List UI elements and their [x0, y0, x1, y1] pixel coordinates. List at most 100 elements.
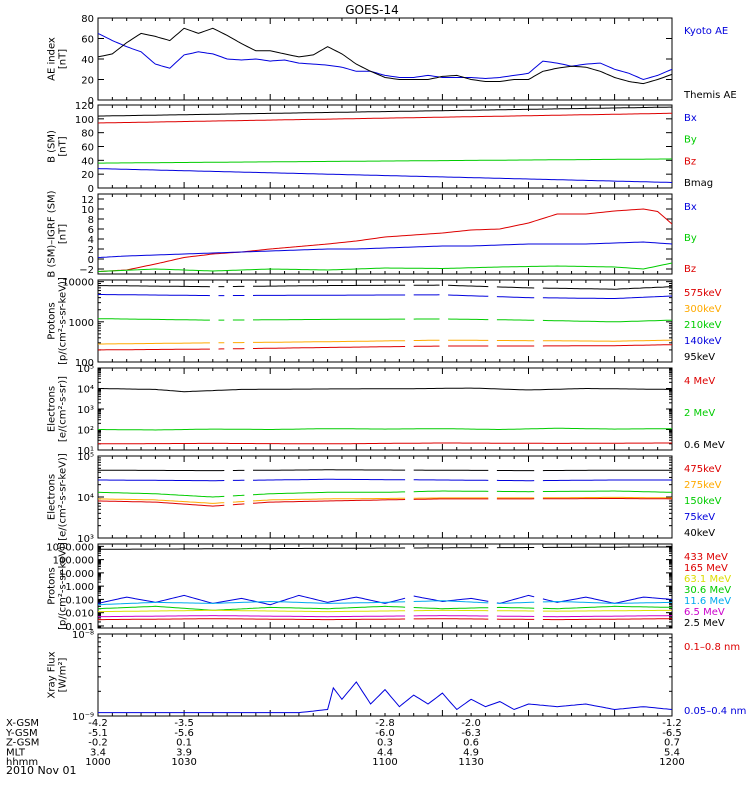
y-tick-label: 20: [81, 76, 94, 87]
y-axis-label: B (SM)[nT]: [47, 130, 69, 163]
series-line-kyoto-ae: [98, 32, 672, 81]
orbit-value: 4.4: [377, 747, 393, 758]
series-line-bz: [98, 208, 672, 272]
y-tick-label: 0.100: [65, 595, 94, 606]
y-tick-label: 10000: [62, 278, 94, 289]
panel-7: 0.001 0.010 0.100 1.000 10.000 100.000 1000.00…: [46, 542, 731, 633]
legend-item: 2 MeV: [684, 408, 715, 419]
orbit-table: X-GSM -4.2 -3.5 -2.8 -2.0 -1.2 Y-GSM -5.1 -5.6 -6…: [5, 718, 685, 768]
series-line-bmag: [98, 106, 672, 117]
series-line-0-1-0-8-nm: [98, 560, 672, 562]
orbit-value: -6.3: [461, 728, 481, 739]
y-tick-label: 1000: [69, 318, 94, 329]
legend-item: 95keV: [684, 352, 715, 363]
legend-item: 300keV: [684, 304, 722, 315]
date-label: 2010 Nov 01: [6, 764, 76, 777]
orbit-value: 1000: [85, 757, 110, 768]
y-tick-label: 10: [81, 205, 94, 216]
orbit-value: -2.0: [461, 718, 481, 729]
series-line-275kev: [98, 496, 672, 504]
legend-item: 63.1 MeV: [684, 574, 731, 585]
y-tick-label: 10⁴: [77, 493, 94, 504]
y-tick-label: 0.010: [65, 609, 94, 620]
series-line-themis-ae: [98, 27, 672, 85]
legend-item: Bz: [684, 264, 696, 275]
series-line-11-6-mev: [98, 594, 672, 606]
y-tick-label: 12: [81, 195, 94, 206]
y-tick-label: 0: [88, 184, 94, 195]
series-line-300kev: [98, 339, 672, 345]
panel-frame: [97, 367, 673, 451]
orbit-value: -4.2: [88, 718, 108, 729]
y-axis-label: Protons[p/(cm²-s-sr-keV)]: [47, 277, 69, 365]
orbit-row-label: hhmm: [6, 757, 38, 768]
series-line-575kev: [98, 344, 672, 351]
y-tick-label: 80: [81, 14, 94, 25]
series-line-2-mev: [98, 427, 672, 431]
y-tick-label: 0.001: [65, 622, 94, 633]
orbit-row-label: Y-GSM: [5, 728, 38, 739]
orbit-value: -5.1: [88, 728, 108, 739]
orbit-value: -6.5: [662, 728, 682, 739]
y-tick-label: 0: [88, 96, 94, 107]
y-axis-label: Xray Flux[W/m²]: [47, 651, 69, 698]
series-line-95kev: [98, 284, 672, 290]
legend-item: By: [684, 135, 697, 146]
series-line-165-mev: [98, 609, 672, 613]
orbit-row-label: Z-GSM: [6, 738, 39, 749]
panel-2: 0 20 40 60 80 100 120 B (SM)[nT] Bx By Bz Bmag: [47, 101, 714, 195]
series-line-by: [98, 262, 672, 272]
orbit-value: 1130: [458, 757, 483, 768]
legend-item: 0.6 MeV: [684, 440, 725, 451]
orbit-value: 3.9: [176, 747, 192, 758]
panel-frame: [97, 193, 673, 275]
panel-5: 10¹ 10² 10³ 10⁴ 10⁵ Electrons[e/(cm²-s-sr)] 4 …: [47, 364, 725, 457]
series-line-bx: [98, 168, 672, 183]
series-line-63-1-mev: [98, 605, 672, 611]
y-tick-label: 10⁵: [77, 452, 94, 463]
y-tick-label: 0: [88, 255, 94, 266]
y-tick-label: 6: [88, 225, 94, 236]
orbit-value: 0.1: [176, 738, 192, 749]
series-line-by: [98, 158, 672, 164]
legend-item: Bz: [684, 156, 696, 167]
legend-item: 0.1–0.8 nm: [684, 642, 740, 653]
y-tick-label: 10⁵: [77, 364, 94, 375]
series-line-0-05-0-4-nm: [98, 681, 672, 714]
y-axis-label: Protons[p/(cm²-s-sr-keV)]: [47, 542, 69, 630]
y-tick-label: 120: [75, 101, 94, 112]
orbit-value: 1100: [372, 757, 397, 768]
orbit-value: -1.2: [662, 718, 682, 729]
y-tick-label: 80: [81, 129, 94, 140]
legend-item: By: [684, 233, 697, 244]
series-line-4-mev: [98, 442, 672, 445]
series-line-433-mev: [98, 615, 672, 618]
y-tick-label: 100.000: [53, 556, 94, 567]
series-line-40kev: [98, 469, 672, 472]
figure-title: GOES-14: [345, 3, 399, 17]
y-tick-label: 10⁻⁸: [72, 630, 94, 641]
y-tick-label: 20: [81, 170, 94, 181]
series-line-bx: [98, 241, 672, 258]
series-line-30-6-mev: [98, 600, 672, 606]
panel-frame: [97, 17, 673, 101]
orbit-value: -5.6: [174, 728, 194, 739]
y-tick-label: 10²: [77, 426, 94, 437]
orbit-value: 3.4: [90, 747, 106, 758]
legend-item: 75keV: [684, 512, 715, 523]
orbit-value: -6.0: [375, 728, 395, 739]
legend-item: 433 MeV: [684, 552, 728, 563]
legend-item: Bx: [684, 113, 697, 124]
series-line-140kev: [98, 294, 672, 299]
y-tick-label: 10³: [77, 534, 94, 545]
series-line-210kev: [98, 318, 672, 323]
orbit-value: 0.3: [377, 738, 393, 749]
legend-item: 30.6 MeV: [684, 585, 731, 596]
legend-item: 165 MeV: [684, 563, 728, 574]
series-line-6-5-mev: [98, 618, 672, 621]
series-line-0-6-mev: [98, 387, 672, 393]
